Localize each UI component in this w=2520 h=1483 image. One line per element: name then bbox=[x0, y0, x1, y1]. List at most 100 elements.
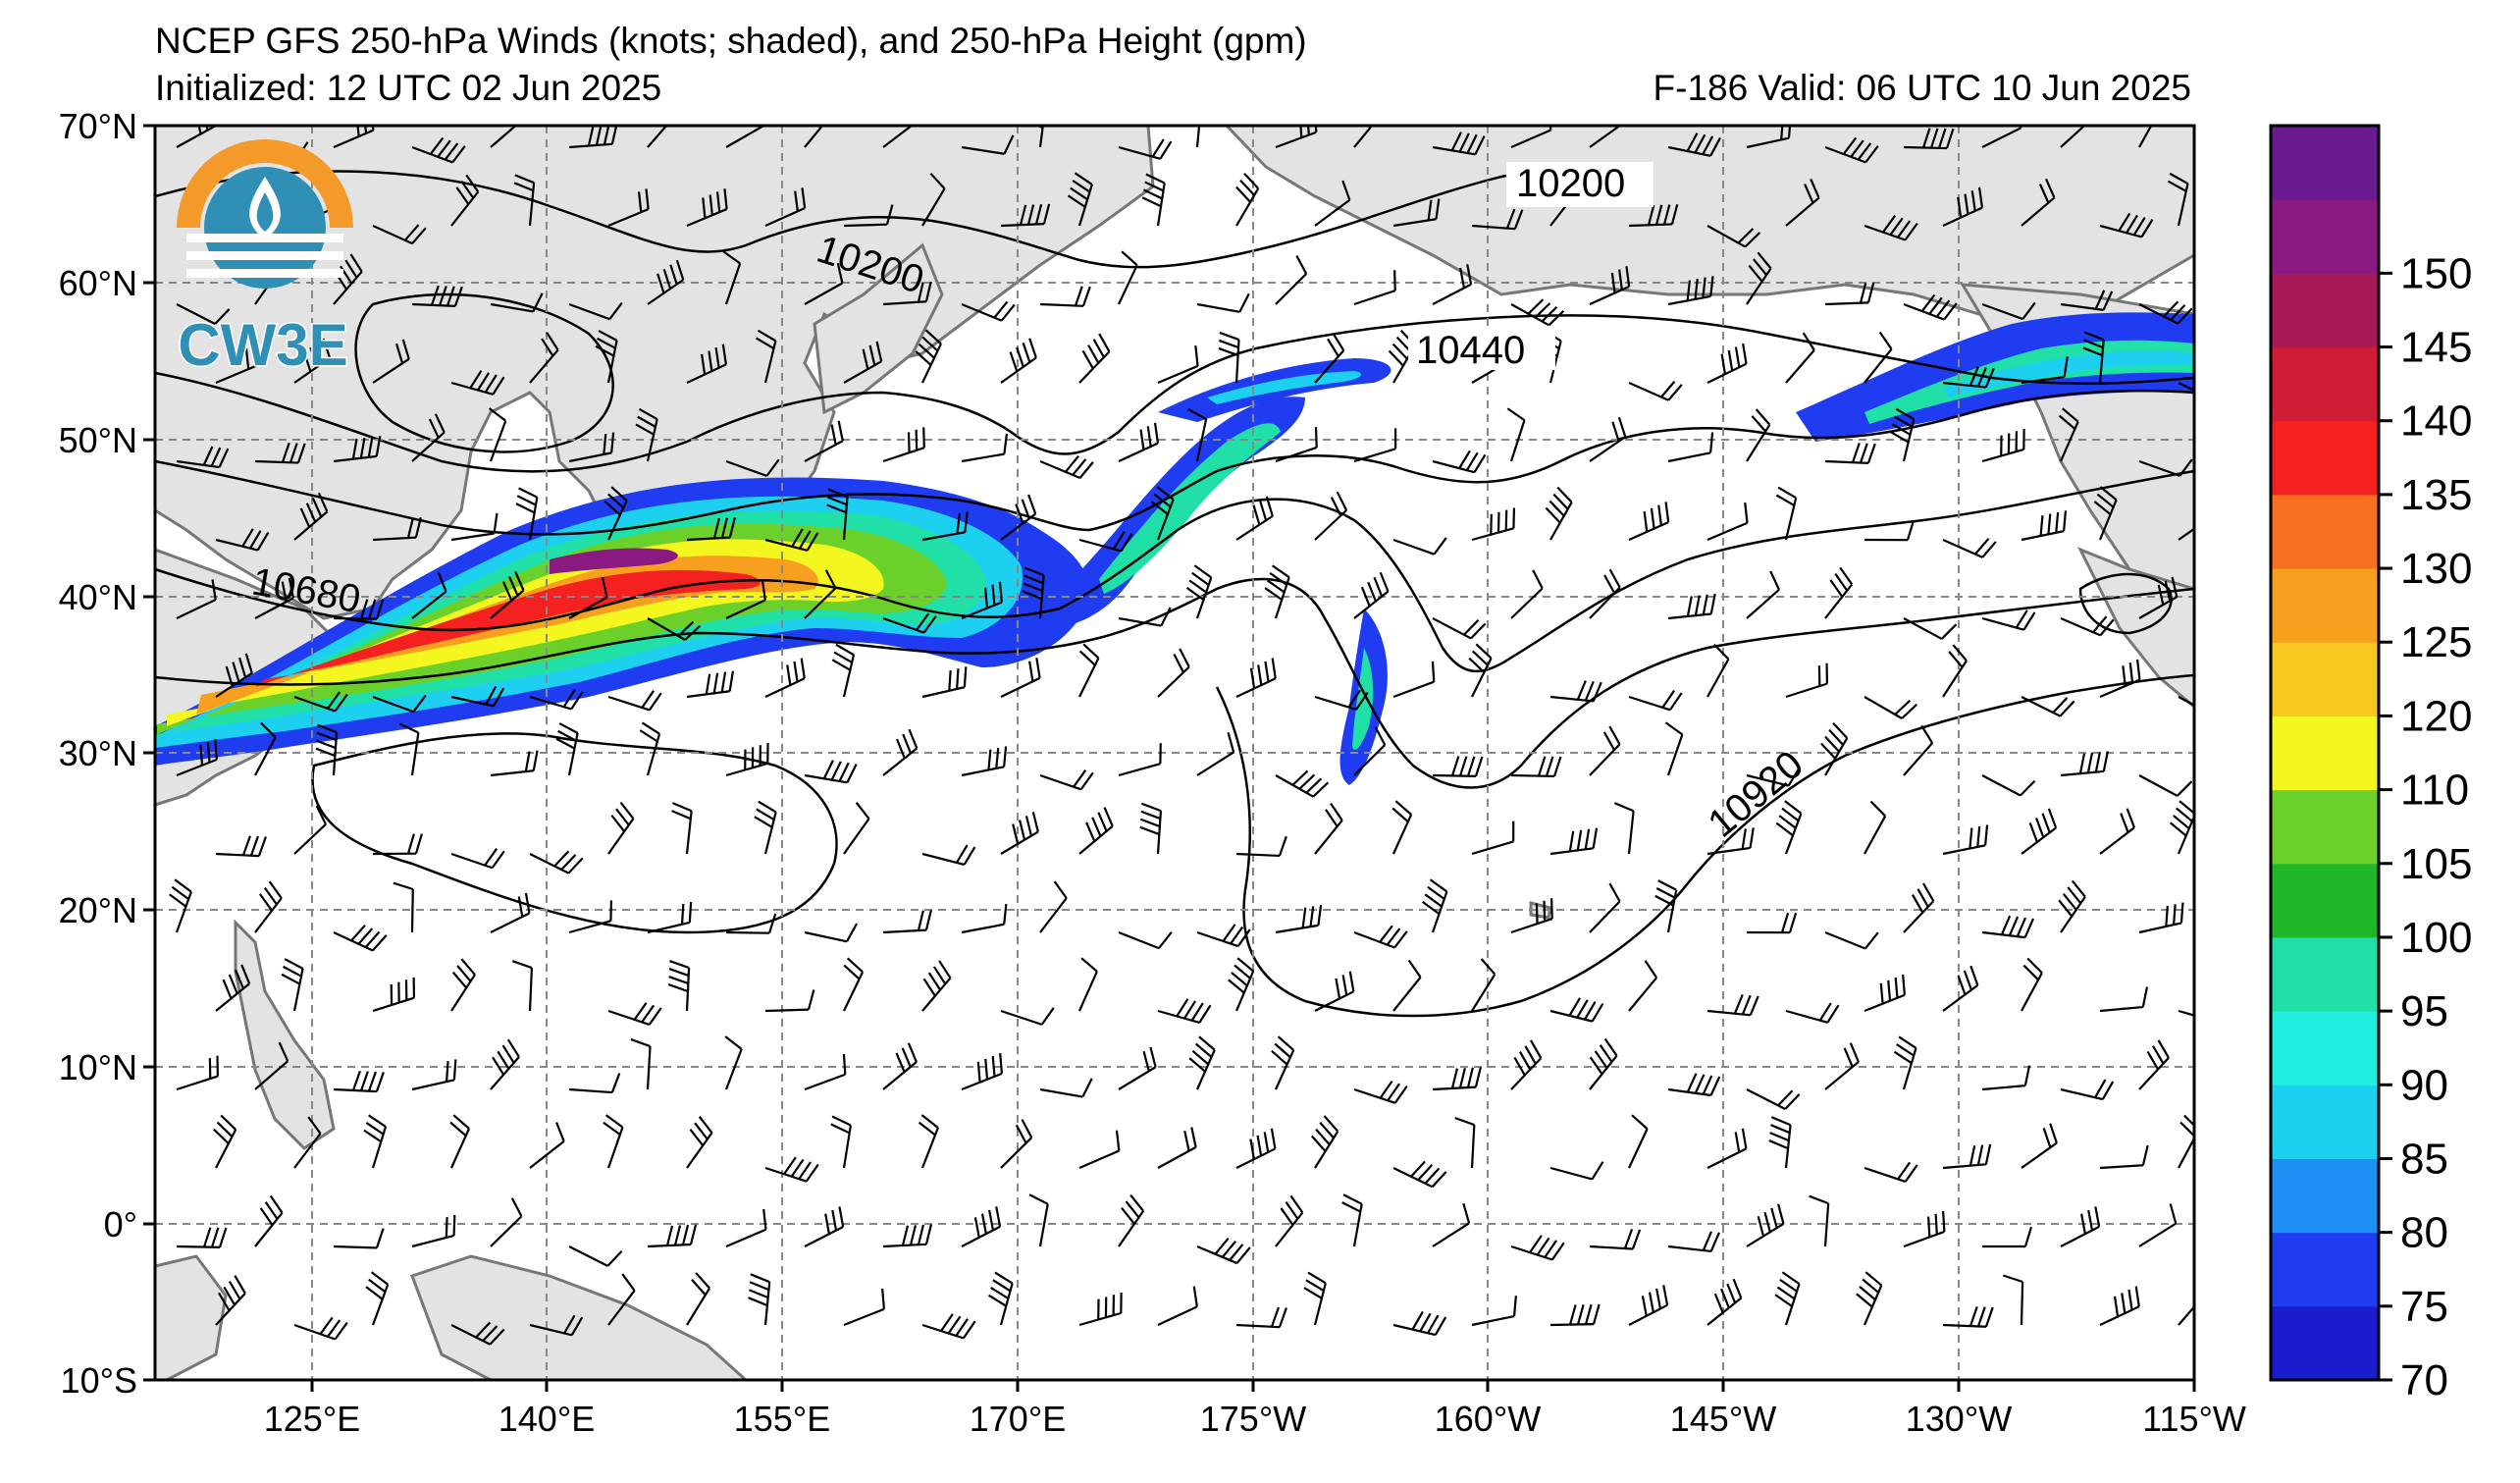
lat-label: 50°N bbox=[59, 420, 137, 460]
wind-barb bbox=[961, 433, 1009, 463]
wind-barb bbox=[722, 250, 742, 305]
wind-barb bbox=[568, 577, 608, 619]
contour-label-10440: 10440 bbox=[1416, 329, 1525, 372]
wind-barb bbox=[725, 458, 780, 477]
colorbar-tick-label: 105 bbox=[2400, 840, 2472, 888]
wind-barb bbox=[1628, 960, 1658, 1012]
wind-barb bbox=[2099, 1286, 2140, 1326]
wind-barb bbox=[604, 486, 628, 541]
wind-barb bbox=[333, 599, 385, 620]
wind-barb bbox=[686, 344, 727, 384]
colorbar-tick-label: 135 bbox=[2400, 471, 2472, 519]
wind-barb bbox=[1824, 1042, 1860, 1090]
wind-barb bbox=[1039, 454, 1094, 480]
wind-barb bbox=[1196, 1237, 1251, 1265]
wind-barb bbox=[1664, 721, 1684, 776]
land-us-west bbox=[2076, 547, 2194, 709]
wind-barb bbox=[1187, 407, 1208, 462]
wind-barb bbox=[2169, 800, 2194, 855]
wind-barb bbox=[529, 850, 584, 874]
wind-barb bbox=[686, 1115, 713, 1169]
wind-barb bbox=[1000, 1119, 1033, 1169]
wind-barb bbox=[215, 964, 251, 1012]
wind-barb bbox=[1809, 1194, 1830, 1247]
wind-barb bbox=[1746, 768, 1801, 787]
wind-barb bbox=[411, 285, 463, 307]
wind-barb bbox=[176, 1055, 220, 1091]
wind-barb bbox=[918, 1114, 939, 1169]
wind-barb bbox=[1353, 270, 1396, 306]
wind-barb bbox=[1039, 880, 1068, 933]
colorbar-tick-label: 100 bbox=[2400, 914, 2472, 962]
colorbar-ticks: 70 75 80 85 90 95 100 105 110 120 125 130 135 140 145 1… bbox=[2379, 249, 2472, 1404]
wind-barb bbox=[961, 746, 1008, 777]
wind-barb bbox=[254, 880, 283, 933]
lon-label: 115°W bbox=[2142, 1399, 2246, 1439]
wind-barb bbox=[1139, 802, 1163, 855]
wind-barb bbox=[882, 612, 937, 634]
wind-barb bbox=[1157, 1127, 1197, 1169]
wind-barb bbox=[411, 136, 466, 164]
colorbar-bin bbox=[2271, 346, 2379, 422]
wind-barb bbox=[1454, 1116, 1476, 1169]
wind-barb bbox=[213, 1114, 237, 1169]
wind-barb bbox=[293, 1116, 322, 1169]
wind-barb bbox=[1824, 282, 1875, 306]
wind-barb bbox=[490, 126, 518, 148]
wind-barb bbox=[1000, 1007, 1055, 1026]
wind-barb bbox=[1746, 126, 1792, 149]
wind-barb bbox=[1314, 971, 1355, 1012]
wind-barb bbox=[1706, 1128, 1748, 1169]
wind-barb bbox=[1785, 178, 1820, 227]
wind-barb bbox=[725, 1208, 767, 1248]
wind-barb bbox=[372, 833, 423, 856]
colorbar-bin bbox=[2271, 1158, 2379, 1234]
wind-barb bbox=[2021, 178, 2056, 227]
wind-barb bbox=[215, 653, 253, 698]
wind-barb bbox=[1864, 215, 1918, 241]
lon-label: 160°W bbox=[1435, 1399, 1541, 1439]
wind-barb bbox=[1549, 827, 1599, 856]
wind-barb bbox=[1392, 537, 1447, 556]
wind-barb bbox=[882, 910, 932, 934]
wind-barb bbox=[1706, 1278, 1743, 1326]
wind-barb bbox=[2058, 407, 2079, 462]
wind-barb bbox=[1078, 1293, 1123, 1327]
wind-barb bbox=[1981, 915, 2035, 939]
wind-barb bbox=[529, 1314, 584, 1337]
wind-barb bbox=[1549, 997, 1604, 1023]
wind-barb bbox=[490, 750, 539, 777]
wind-barb bbox=[1118, 1046, 1157, 1090]
wind-barb bbox=[921, 844, 976, 867]
wind-barb bbox=[764, 1156, 819, 1183]
wind-barb bbox=[748, 1273, 771, 1326]
wind-barb bbox=[2138, 1203, 2178, 1247]
wind-barb bbox=[1628, 1114, 1649, 1169]
wind-barb bbox=[686, 188, 728, 228]
wind-barb bbox=[1353, 1081, 1408, 1104]
wind-barb bbox=[2099, 1144, 2149, 1170]
wind-barb bbox=[450, 848, 505, 870]
wind-barb bbox=[1353, 571, 1390, 619]
colorbar-tick-label: 70 bbox=[2400, 1356, 2448, 1404]
wind-barb bbox=[1067, 172, 1093, 227]
wind-barb bbox=[1510, 1039, 1543, 1090]
wind-barb bbox=[449, 1114, 471, 1169]
wind-barb bbox=[1118, 250, 1138, 305]
colorbar-tick-label: 150 bbox=[2400, 249, 2472, 297]
wind-barb bbox=[764, 528, 819, 552]
wind-barb bbox=[1981, 301, 2036, 321]
lon-label: 140°E bbox=[499, 1399, 595, 1439]
lon-label: 145°W bbox=[1670, 1399, 1776, 1439]
land-new-guinea bbox=[410, 1254, 749, 1380]
wind-barb bbox=[1196, 732, 1235, 776]
wind-barb bbox=[1903, 1211, 1946, 1248]
wind-barb bbox=[2002, 1274, 2024, 1326]
wind-barb bbox=[1589, 266, 1631, 306]
wind-barb bbox=[607, 690, 662, 712]
wind-barb bbox=[1706, 993, 1759, 1017]
wind-barb bbox=[1506, 407, 1526, 462]
wind-barb bbox=[1039, 286, 1091, 307]
wind-barb bbox=[450, 512, 499, 542]
wind-barb bbox=[2099, 808, 2135, 855]
